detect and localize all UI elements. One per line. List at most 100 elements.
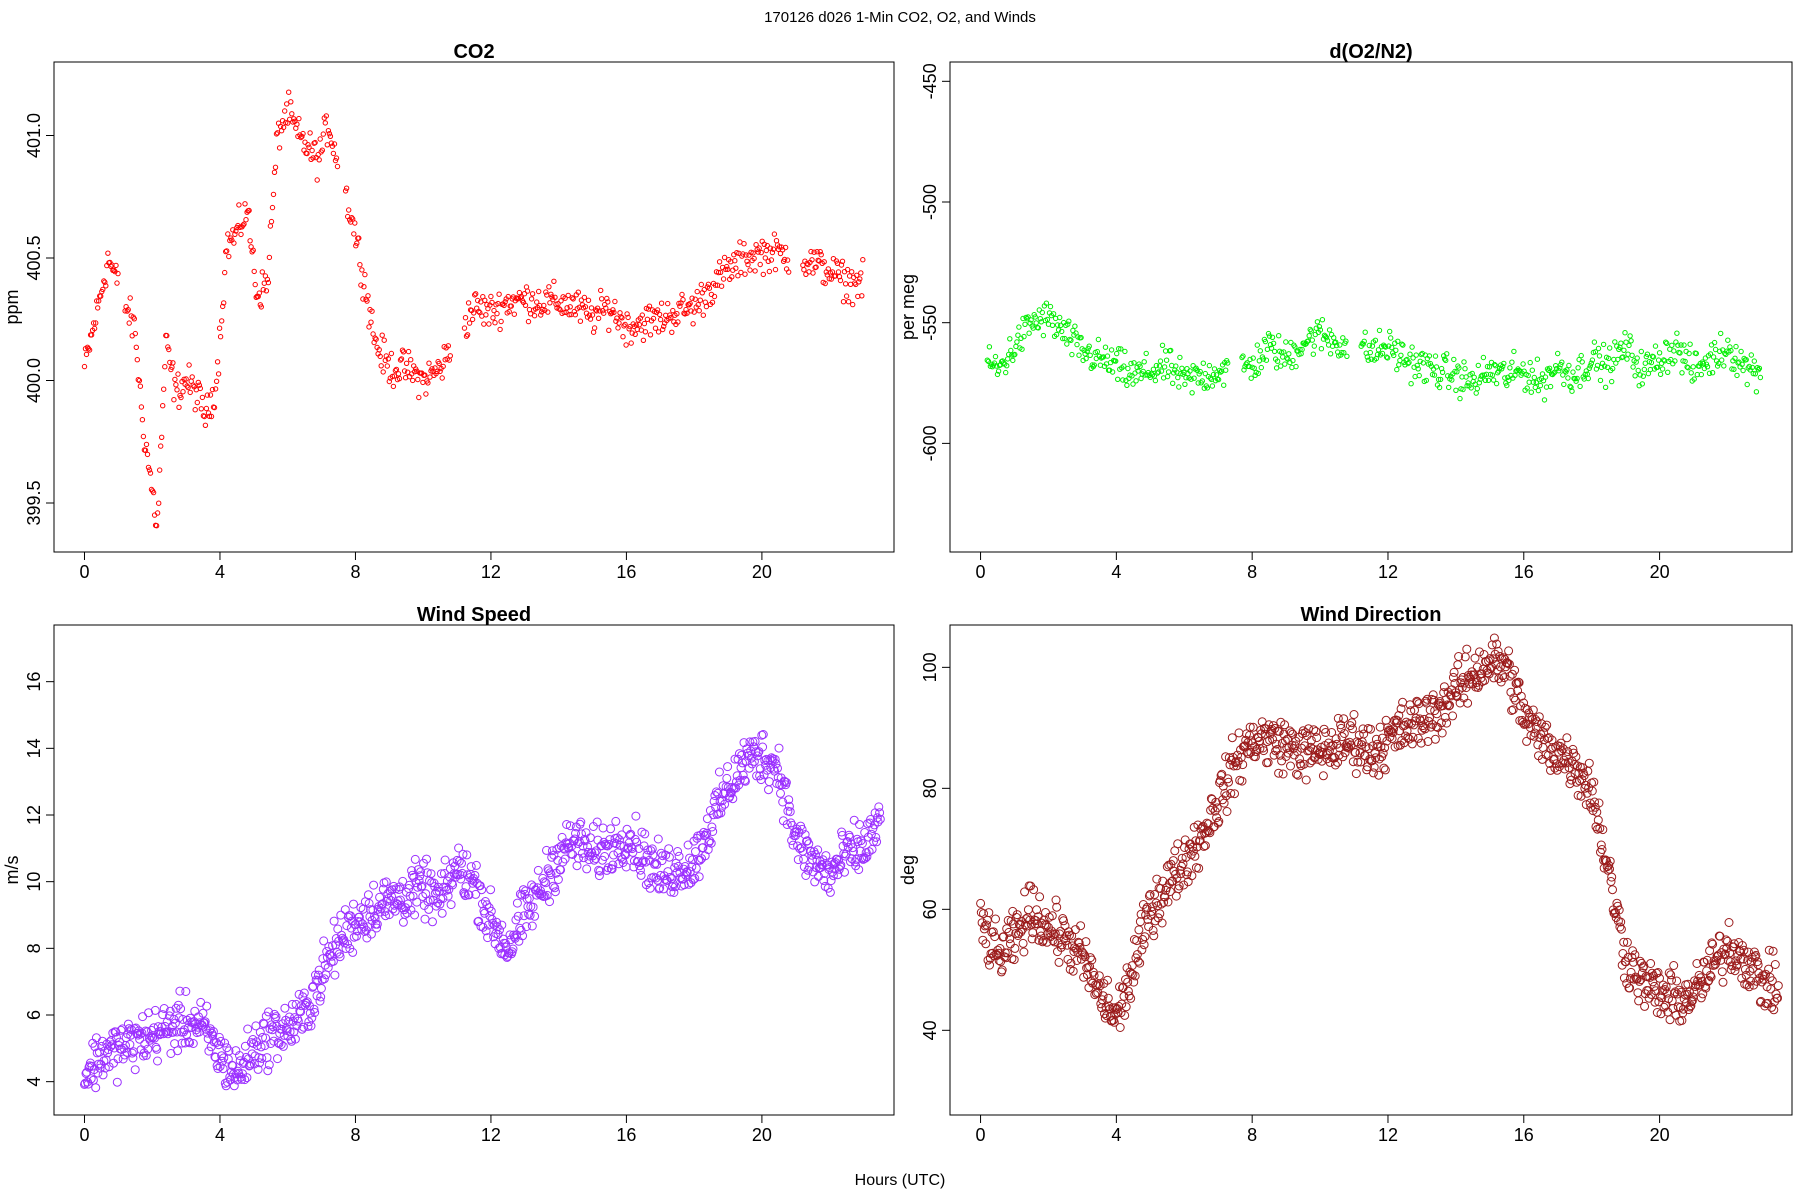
- data-point: [612, 833, 622, 843]
- data-point: [1686, 1001, 1696, 1011]
- data-point: [1068, 337, 1074, 343]
- data-point: [1669, 342, 1675, 348]
- data-point: [814, 249, 820, 255]
- data-point: [600, 852, 610, 861]
- data-point: [1025, 314, 1031, 320]
- data-point: [1359, 729, 1369, 739]
- data-point: [731, 783, 741, 793]
- data-point: [533, 865, 543, 875]
- data-point: [1678, 342, 1684, 348]
- y-axis-label: per meg: [898, 274, 918, 340]
- data-point: [590, 848, 600, 858]
- data-point: [169, 1014, 179, 1024]
- data-point: [770, 754, 780, 764]
- data-point: [1470, 653, 1480, 663]
- data-point: [1563, 757, 1573, 767]
- data-point: [840, 299, 847, 305]
- data-point: [372, 919, 382, 929]
- data-point: [1065, 321, 1071, 327]
- data-point: [658, 851, 668, 861]
- data-point: [863, 832, 873, 842]
- data-point: [1159, 342, 1166, 348]
- data-point: [132, 330, 139, 337]
- data-point: [180, 389, 186, 395]
- data-point: [266, 254, 273, 261]
- y-axis-label: ppm: [2, 289, 22, 324]
- data-point: [1477, 376, 1484, 382]
- data-point: [1733, 343, 1739, 350]
- data-point: [103, 283, 109, 289]
- data-point: [93, 320, 99, 326]
- data-point: [1395, 338, 1401, 344]
- data-point: [255, 1058, 265, 1068]
- data-point: [1147, 906, 1157, 916]
- data-point: [786, 818, 796, 828]
- data-point: [1682, 358, 1688, 365]
- data-point: [1485, 377, 1492, 383]
- data-point: [204, 392, 211, 398]
- data-point: [1084, 348, 1090, 354]
- data-point: [1226, 788, 1236, 798]
- data-point: [1072, 323, 1078, 329]
- data-point: [853, 281, 859, 288]
- data-point: [219, 318, 225, 324]
- data-point: [639, 312, 645, 318]
- data-point: [1502, 375, 1508, 381]
- data-point: [1430, 734, 1440, 744]
- data-point: [1094, 971, 1104, 981]
- data-point: [1719, 357, 1725, 363]
- data-point: [1445, 700, 1455, 710]
- data-point: [976, 898, 986, 908]
- data-point: [1465, 380, 1471, 386]
- data-point: [1316, 324, 1323, 330]
- data-point: [1482, 377, 1489, 383]
- data-point: [400, 349, 407, 355]
- data-point: [1266, 333, 1273, 339]
- data-point: [1771, 989, 1781, 999]
- data-point: [1182, 381, 1188, 387]
- y-axis: -600-550-500-450: [920, 63, 950, 461]
- data-point: [1339, 349, 1345, 356]
- data-point: [1290, 741, 1300, 751]
- data-point: [350, 216, 356, 222]
- data-point: [328, 956, 338, 966]
- data-point: [1156, 899, 1166, 909]
- data-point: [184, 1037, 194, 1047]
- data-point: [1060, 921, 1070, 931]
- data-point: [738, 770, 748, 780]
- data-point: [1388, 335, 1394, 341]
- data-point: [1457, 682, 1467, 692]
- data-point: [425, 876, 434, 886]
- data-point: [1040, 332, 1047, 339]
- data-point: [1081, 937, 1091, 947]
- data-point: [1664, 340, 1670, 346]
- data-point: [725, 266, 731, 272]
- data-point: [428, 917, 437, 927]
- data-point: [781, 256, 788, 263]
- data-point: [735, 273, 741, 279]
- data-point: [1639, 381, 1646, 387]
- data-point: [747, 267, 753, 273]
- data-point: [1429, 695, 1439, 705]
- data-point: [801, 267, 807, 273]
- data-point: [240, 1041, 250, 1051]
- data-point: [1020, 887, 1030, 897]
- data-point: [429, 366, 435, 372]
- data-point: [1431, 372, 1438, 378]
- data-point: [612, 298, 618, 305]
- data-point: [862, 852, 872, 862]
- data-point: [1721, 363, 1727, 369]
- data-point: [718, 283, 725, 289]
- data-point: [1318, 771, 1328, 781]
- data-point: [858, 270, 864, 276]
- data-point: [436, 869, 446, 879]
- data-point: [372, 335, 378, 341]
- data-point: [348, 947, 358, 957]
- y-tick-label: 60: [920, 899, 940, 919]
- data-point: [577, 829, 586, 839]
- data-point: [1691, 376, 1697, 382]
- data-point: [1343, 338, 1349, 344]
- data-point: [1246, 363, 1252, 370]
- data-point: [621, 323, 627, 329]
- data-point: [716, 808, 726, 818]
